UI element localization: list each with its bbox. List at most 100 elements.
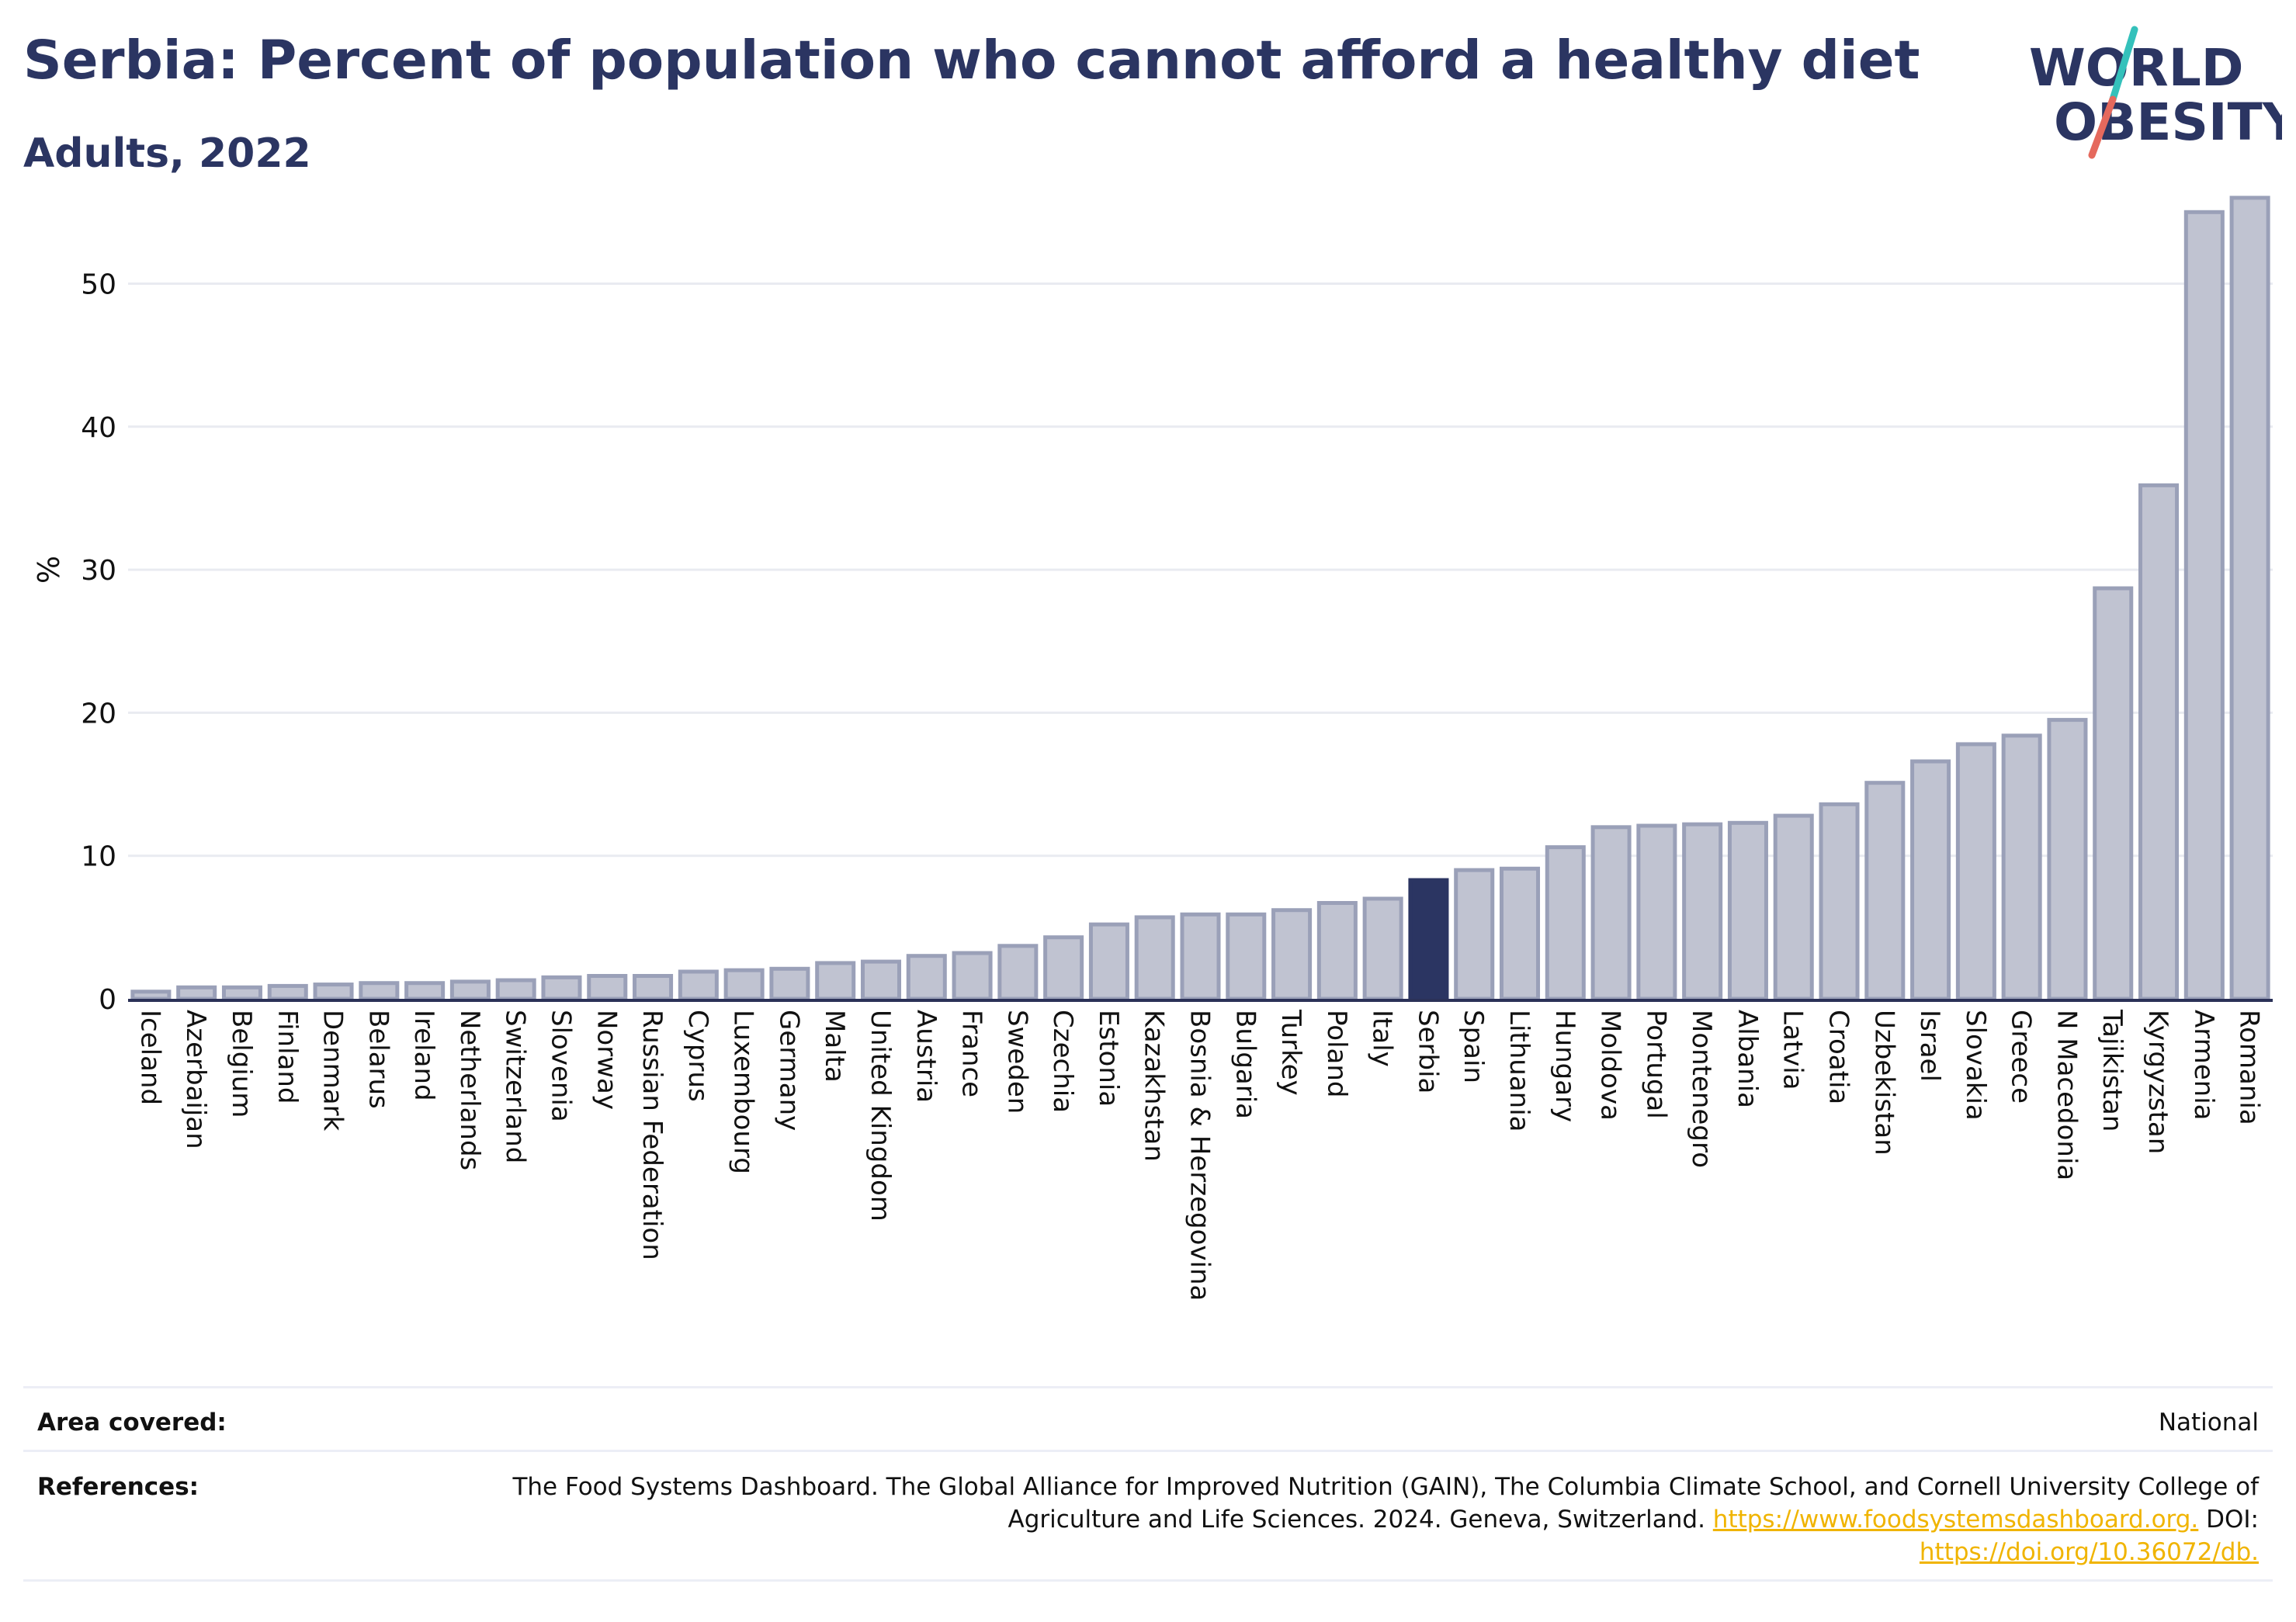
- x-tick-label: Netherlands: [454, 1010, 485, 1170]
- x-tick-label: Lithuania: [1503, 1010, 1535, 1132]
- x-tick-label: N Macedonia: [2051, 1010, 2082, 1180]
- x-tick-label: Germany: [773, 1010, 804, 1131]
- x-tick-label: Romania: [2234, 1010, 2265, 1125]
- x-tick-label: Switzerland: [500, 1010, 531, 1163]
- x-tick-label: Azerbaijan: [180, 1010, 211, 1149]
- bar-uzbekistan[interactable]: [1864, 781, 1906, 1001]
- bar-germany[interactable]: [769, 966, 810, 1001]
- footer-divider-top: [23, 1386, 2273, 1388]
- bar-cyprus[interactable]: [678, 969, 719, 1001]
- page-title: Serbia: Percent of population who cannot…: [23, 29, 1920, 92]
- bar-estonia[interactable]: [1088, 922, 1129, 1001]
- bar-bosnia-herzegovina[interactable]: [1180, 912, 1221, 1001]
- bar-belarus[interactable]: [359, 981, 400, 1001]
- bar-kazakhstan[interactable]: [1134, 915, 1175, 1001]
- bar-belgium[interactable]: [221, 985, 262, 1001]
- bar-sweden[interactable]: [997, 944, 1039, 1001]
- y-tick-label: 10: [81, 841, 116, 873]
- x-tick-label: Poland: [1321, 1010, 1352, 1098]
- x-tick-label: France: [956, 1010, 987, 1097]
- references-link-dashboard[interactable]: https://www.foodsystemsdashboard.org.: [1712, 1506, 2199, 1534]
- bar-turkey[interactable]: [1271, 908, 1313, 1001]
- footer-divider-middle: [23, 1450, 2273, 1452]
- bar-poland[interactable]: [1316, 901, 1358, 1001]
- x-tick-label: Malta: [819, 1010, 850, 1083]
- x-tick-label: Ireland: [408, 1010, 439, 1101]
- bar-france[interactable]: [952, 951, 993, 1001]
- x-tick-label: Italy: [1367, 1010, 1398, 1067]
- x-axis-labels: Iceland Azerbaijan Belgium Finland Denmark Be…: [134, 1009, 2264, 1301]
- bar-portugal[interactable]: [1636, 823, 1677, 1001]
- bar-montenegro[interactable]: [1682, 822, 1723, 1001]
- bar-latvia[interactable]: [1773, 813, 1814, 1001]
- x-tick-label: Latvia: [1777, 1010, 1809, 1090]
- x-tick-label: Russian Federation: [636, 1010, 668, 1260]
- x-tick-label: Croatia: [1823, 1010, 1854, 1104]
- bar-slovakia[interactable]: [1955, 742, 1996, 1001]
- bar-norway[interactable]: [587, 974, 628, 1001]
- bar-united-kingdom[interactable]: [860, 959, 902, 1001]
- x-tick-label: Austria: [910, 1010, 942, 1103]
- y-axis-title: %: [30, 556, 64, 584]
- references-label: References:: [37, 1473, 199, 1501]
- bar-denmark[interactable]: [313, 983, 354, 1001]
- grid-lines: [128, 282, 2273, 858]
- bar-romania[interactable]: [2229, 196, 2270, 1001]
- bar-russian-federation[interactable]: [633, 974, 674, 1001]
- page-subtitle: Adults, 2022: [23, 130, 311, 177]
- bar-albania[interactable]: [1727, 820, 1768, 1001]
- world-obesity-logo: WORLD OBESITY: [2029, 26, 2282, 159]
- bar-kyrgyzstan[interactable]: [2138, 483, 2180, 1001]
- bar-netherlands[interactable]: [449, 979, 491, 1001]
- bar-slovenia[interactable]: [541, 975, 582, 1001]
- x-tick-label: Cyprus: [682, 1010, 713, 1102]
- x-tick-label: Hungary: [1549, 1010, 1580, 1122]
- x-tick-label: Sweden: [1001, 1010, 1032, 1114]
- bar-lithuania[interactable]: [1499, 866, 1541, 1001]
- x-tick-label: Iceland: [134, 1010, 165, 1105]
- bar-italy[interactable]: [1362, 896, 1403, 1001]
- y-tick-label: 50: [81, 269, 116, 300]
- bar-moldova[interactable]: [1590, 825, 1632, 1001]
- bar-greece[interactable]: [2001, 733, 2042, 1001]
- bar-austria[interactable]: [906, 954, 947, 1001]
- bar-iceland[interactable]: [130, 989, 172, 1001]
- bar-n-macedonia[interactable]: [2047, 718, 2088, 1001]
- bar-spain[interactable]: [1454, 868, 1495, 1001]
- x-tick-label: Czechia: [1047, 1010, 1078, 1113]
- x-tick-label: Kazakhstan: [1139, 1010, 1170, 1162]
- bar-ireland[interactable]: [404, 981, 446, 1001]
- x-tick-label: Greece: [2006, 1010, 2037, 1104]
- x-tick-label: Moldova: [1595, 1010, 1626, 1121]
- bar-armenia[interactable]: [2183, 210, 2225, 1001]
- x-tick-label: Serbia: [1412, 1010, 1443, 1093]
- references-link-doi[interactable]: https://doi.org/10.36072/db.: [1919, 1538, 2259, 1566]
- x-tick-label: Belarus: [362, 1010, 394, 1109]
- x-tick-label: United Kingdom: [865, 1010, 896, 1222]
- x-tick-label: Armenia: [2188, 1010, 2219, 1121]
- bar-hungary[interactable]: [1545, 845, 1586, 1001]
- bar-malta[interactable]: [815, 961, 856, 1001]
- x-tick-label: Denmark: [317, 1010, 349, 1132]
- area-covered-value: National: [2158, 1409, 2259, 1437]
- bar-croatia[interactable]: [1819, 802, 1860, 1001]
- bar-azerbaijan[interactable]: [176, 985, 217, 1001]
- bar-israel[interactable]: [1910, 759, 1951, 1001]
- x-tick-label: Estonia: [1093, 1010, 1124, 1107]
- x-tick-label: Bosnia & Herzegovina: [1184, 1010, 1216, 1301]
- bar-finland[interactable]: [267, 983, 308, 1001]
- x-tick-label: Israel: [1914, 1010, 1945, 1082]
- bar-bulgaria[interactable]: [1226, 912, 1267, 1001]
- logo-line2: OBESITY: [2054, 92, 2282, 152]
- bar-luxembourg[interactable]: [723, 968, 765, 1001]
- references-doi-label: DOI:: [2198, 1506, 2259, 1534]
- logo-line1: WORLD: [2029, 38, 2244, 98]
- bar-tajikistan[interactable]: [2093, 586, 2134, 1001]
- bar-switzerland[interactable]: [495, 978, 536, 1001]
- bar-serbia[interactable]: [1408, 878, 1449, 1001]
- y-tick-label: 30: [81, 555, 116, 587]
- bar-czechia[interactable]: [1043, 935, 1084, 1001]
- footer-divider-bottom: [23, 1579, 2273, 1582]
- x-tick-label: Spain: [1458, 1010, 1489, 1083]
- logo-slash-teal: [2109, 26, 2138, 103]
